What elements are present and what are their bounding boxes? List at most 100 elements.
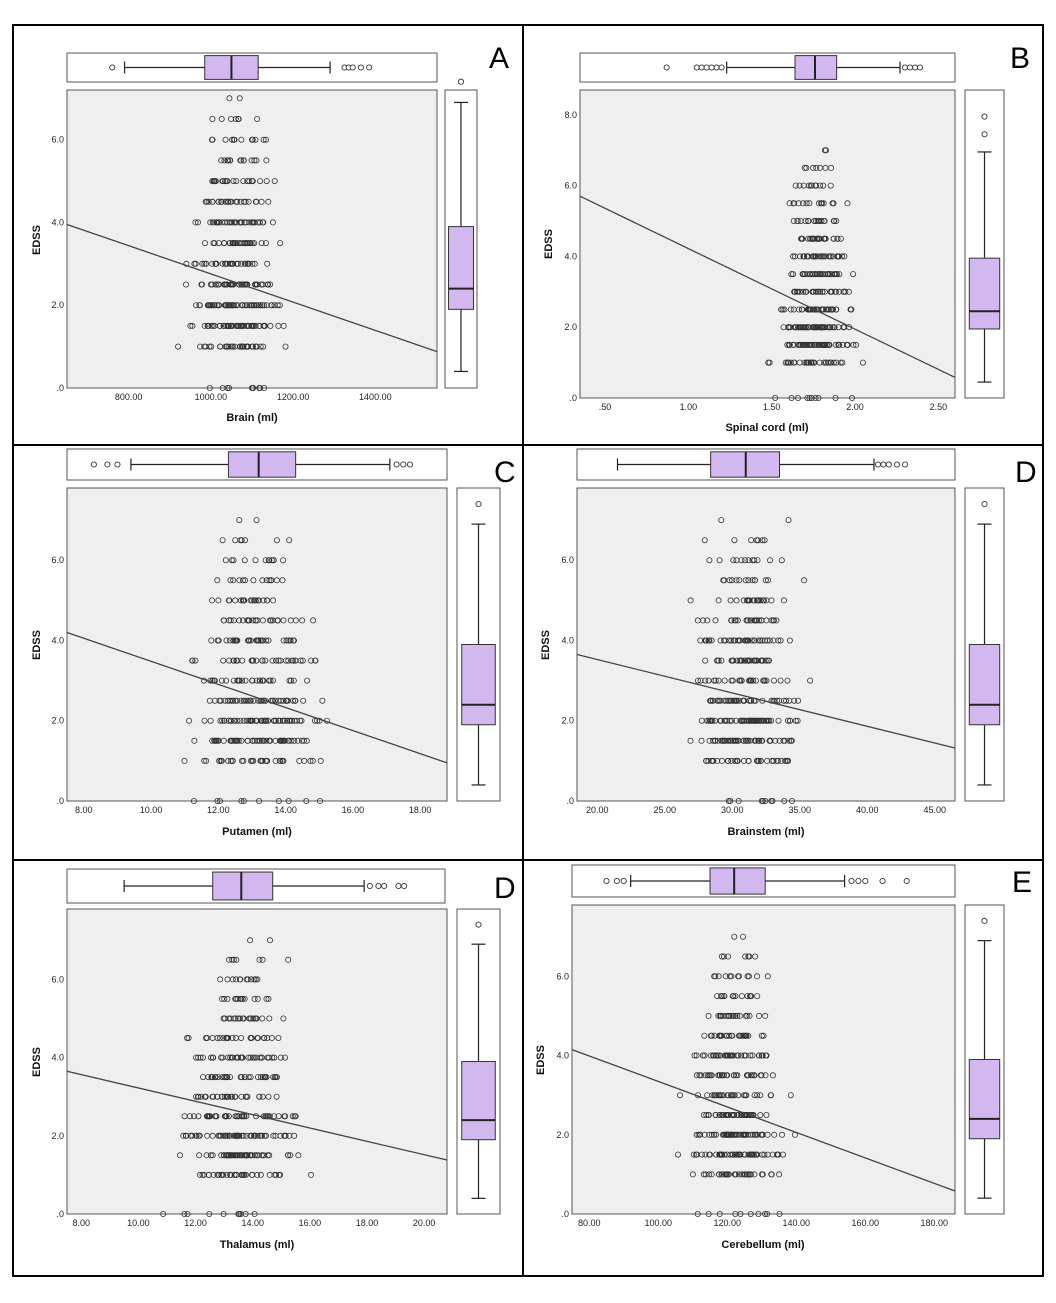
scatter-point bbox=[717, 1151, 724, 1158]
scatter-point bbox=[831, 271, 838, 278]
scatter-point bbox=[261, 322, 268, 329]
scatter-point bbox=[799, 271, 806, 278]
scatter-point bbox=[750, 597, 757, 604]
scatter-point bbox=[247, 697, 254, 704]
scatter-point bbox=[790, 341, 797, 348]
scatter-point bbox=[236, 617, 243, 624]
scatter-point bbox=[798, 324, 805, 331]
scatter-point bbox=[726, 1131, 733, 1138]
scatter-point bbox=[718, 1072, 725, 1079]
scatter-point bbox=[770, 617, 777, 624]
scatter-point bbox=[284, 1152, 291, 1159]
scatter-point bbox=[160, 1211, 167, 1218]
scatter-point bbox=[194, 219, 201, 226]
x-tick-label: 20.00 bbox=[413, 1218, 436, 1228]
scatter-point bbox=[801, 577, 808, 584]
x-box-outlier bbox=[406, 461, 414, 468]
scatter-point bbox=[725, 798, 732, 805]
scatter-point bbox=[706, 557, 713, 564]
scatter-point bbox=[253, 517, 260, 524]
scatter-point bbox=[183, 260, 190, 267]
scatter-point bbox=[249, 737, 256, 744]
x-axis-ticks: 20.00 25.00 30.00 35.00 40.00 45.00 bbox=[586, 805, 946, 815]
scatter-point bbox=[775, 717, 782, 724]
scatter-point bbox=[310, 617, 317, 624]
scatter-point bbox=[712, 1112, 719, 1119]
scatter-point bbox=[251, 302, 258, 309]
scatter-point bbox=[736, 1032, 743, 1039]
scatter-point bbox=[241, 557, 248, 564]
scatter-point bbox=[816, 235, 823, 242]
scatter-point bbox=[785, 717, 792, 724]
scatter-point bbox=[806, 394, 813, 401]
scatter-point bbox=[759, 537, 766, 544]
scatter-point bbox=[307, 757, 314, 764]
x-box-outlier bbox=[400, 461, 407, 468]
scatter-point bbox=[712, 717, 719, 724]
scatter-point bbox=[296, 757, 303, 764]
scatter-point bbox=[758, 1072, 765, 1079]
scatter-point bbox=[746, 1171, 753, 1178]
scatter-point bbox=[718, 717, 725, 724]
scatter-point bbox=[268, 557, 275, 564]
y-box-outlier bbox=[981, 917, 988, 924]
scatter-point bbox=[736, 577, 743, 584]
y-box-outlier bbox=[981, 501, 988, 508]
scatter-point bbox=[712, 617, 719, 624]
scatter-point bbox=[677, 1092, 684, 1099]
scatter-point bbox=[252, 136, 259, 143]
y-tick-label: 2.0 bbox=[556, 1130, 569, 1140]
scatter-point bbox=[746, 597, 753, 604]
scatter-point bbox=[232, 1093, 239, 1100]
scatter-point bbox=[748, 677, 755, 684]
scatter-point bbox=[780, 597, 787, 604]
scatter-point bbox=[285, 956, 292, 963]
scatter-point bbox=[224, 995, 231, 1002]
scatter-point bbox=[812, 341, 819, 348]
scatter-point bbox=[803, 200, 810, 207]
scatter-point bbox=[215, 1074, 222, 1081]
scatter-point bbox=[820, 271, 827, 278]
y-tick-label: 2.0 bbox=[561, 716, 574, 726]
scatter-point bbox=[189, 657, 196, 664]
scatter-point bbox=[767, 557, 774, 564]
scatter-point bbox=[237, 198, 244, 205]
scatter-point bbox=[224, 384, 231, 391]
scatter-point bbox=[813, 164, 820, 171]
scatter-point bbox=[728, 1092, 735, 1099]
scatter-point bbox=[786, 341, 793, 348]
scatter-point bbox=[749, 1052, 756, 1059]
scatter-point bbox=[850, 271, 857, 278]
scatter-point bbox=[218, 198, 225, 205]
scatter-point bbox=[825, 341, 832, 348]
scatter-point bbox=[254, 1132, 261, 1139]
scatter-point bbox=[277, 240, 284, 247]
scatter-point bbox=[763, 1112, 770, 1119]
scatter-point bbox=[184, 1035, 191, 1042]
y-box-outlier bbox=[475, 921, 482, 928]
scatter-point bbox=[241, 1113, 248, 1120]
scatter-point bbox=[249, 322, 256, 329]
scatter-point bbox=[233, 178, 240, 185]
scatter-point bbox=[286, 537, 293, 544]
scatter-point bbox=[221, 157, 228, 164]
scatter-point bbox=[229, 136, 236, 143]
scatter-point bbox=[259, 1093, 266, 1100]
scatter-point bbox=[768, 798, 775, 805]
scatter-point bbox=[708, 637, 715, 644]
scatter-point bbox=[726, 637, 733, 644]
x-boxplot bbox=[90, 451, 414, 478]
scatter-point bbox=[796, 341, 803, 348]
x-box-outlier bbox=[366, 64, 373, 71]
scatter-point bbox=[744, 993, 751, 1000]
scatter-point bbox=[701, 1131, 708, 1138]
x-tick-label: 2.50 bbox=[930, 402, 948, 412]
scatter-point bbox=[212, 178, 219, 185]
scatter-point bbox=[237, 219, 244, 226]
x-boxplot bbox=[663, 55, 924, 80]
y-axis-ticks: .0 2.0 4.0 6.0 bbox=[561, 555, 574, 806]
scatter-point bbox=[762, 1012, 769, 1019]
scatter-point bbox=[731, 1092, 738, 1099]
scatter-point bbox=[251, 1132, 258, 1139]
scatter-point bbox=[728, 657, 735, 664]
